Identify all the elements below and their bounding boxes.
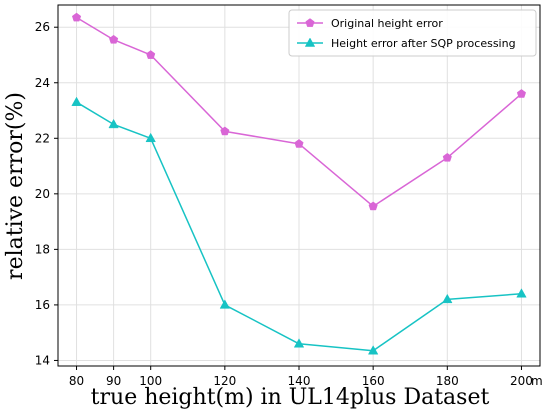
legend-marker-1 xyxy=(304,37,316,47)
series-0-point-5 xyxy=(368,201,378,211)
series-layer xyxy=(71,12,527,355)
series-0-point-6 xyxy=(442,152,452,162)
series-1-point-2 xyxy=(145,132,156,143)
legend-box xyxy=(288,9,537,57)
series-1-point-0 xyxy=(71,96,82,106)
x-tick-label-6: 180 xyxy=(436,374,459,388)
x-tick-label-1: 90 xyxy=(106,374,121,388)
series-1-point-4 xyxy=(293,338,305,348)
x-axis-title: true height(m) in UL14plus Dataset xyxy=(91,385,490,410)
series-0-point-1 xyxy=(109,34,119,44)
x-axis-unit: m xyxy=(531,374,543,388)
series-1-point-5 xyxy=(367,345,379,355)
series-line-1 xyxy=(76,101,522,352)
series-1-point-7 xyxy=(516,288,527,298)
y-tick-label-5: 24 xyxy=(35,76,50,90)
x-tick-label-7: 200 xyxy=(510,374,533,388)
y-tick-label-6: 26 xyxy=(35,20,50,34)
series-line-0 xyxy=(76,16,522,208)
series-1 xyxy=(71,96,527,355)
y-tick-label-2: 18 xyxy=(35,242,50,256)
x-tick-label-2: 100 xyxy=(139,374,162,388)
series-0-point-0 xyxy=(71,12,82,22)
y-tick-label-0: 14 xyxy=(35,353,50,367)
series-0-point-3 xyxy=(220,126,230,136)
legend: Original height error Height error after … xyxy=(288,9,537,57)
x-tick-label-0: 80 xyxy=(69,374,84,388)
series-1-point-1 xyxy=(108,118,119,129)
x-tick-label-3: 120 xyxy=(213,374,236,388)
series-1-point-3 xyxy=(219,299,231,309)
grid xyxy=(58,5,540,366)
y-tick-label-1: 16 xyxy=(35,298,50,312)
x-tick-label-4: 140 xyxy=(288,374,311,388)
x-tick-label-5: 160 xyxy=(362,374,385,388)
series-0-point-2 xyxy=(146,50,156,59)
series-1-point-6 xyxy=(442,293,453,304)
legend-marker-0 xyxy=(305,18,315,27)
legend-label-1: Height error after SQP processing xyxy=(331,37,516,50)
y-tick-label-3: 20 xyxy=(35,187,50,201)
y-tick-label-4: 22 xyxy=(35,131,50,145)
axes: 80 90 100 120 140 160 180 200 14 16 18 20 22 24 26 xyxy=(35,4,541,388)
legend-label-0: Original height error xyxy=(331,17,443,30)
series-0-point-7 xyxy=(516,89,527,98)
series-0-point-4 xyxy=(294,139,304,148)
series-0 xyxy=(71,12,527,211)
y-axis-title: relative error(%) xyxy=(3,92,28,280)
